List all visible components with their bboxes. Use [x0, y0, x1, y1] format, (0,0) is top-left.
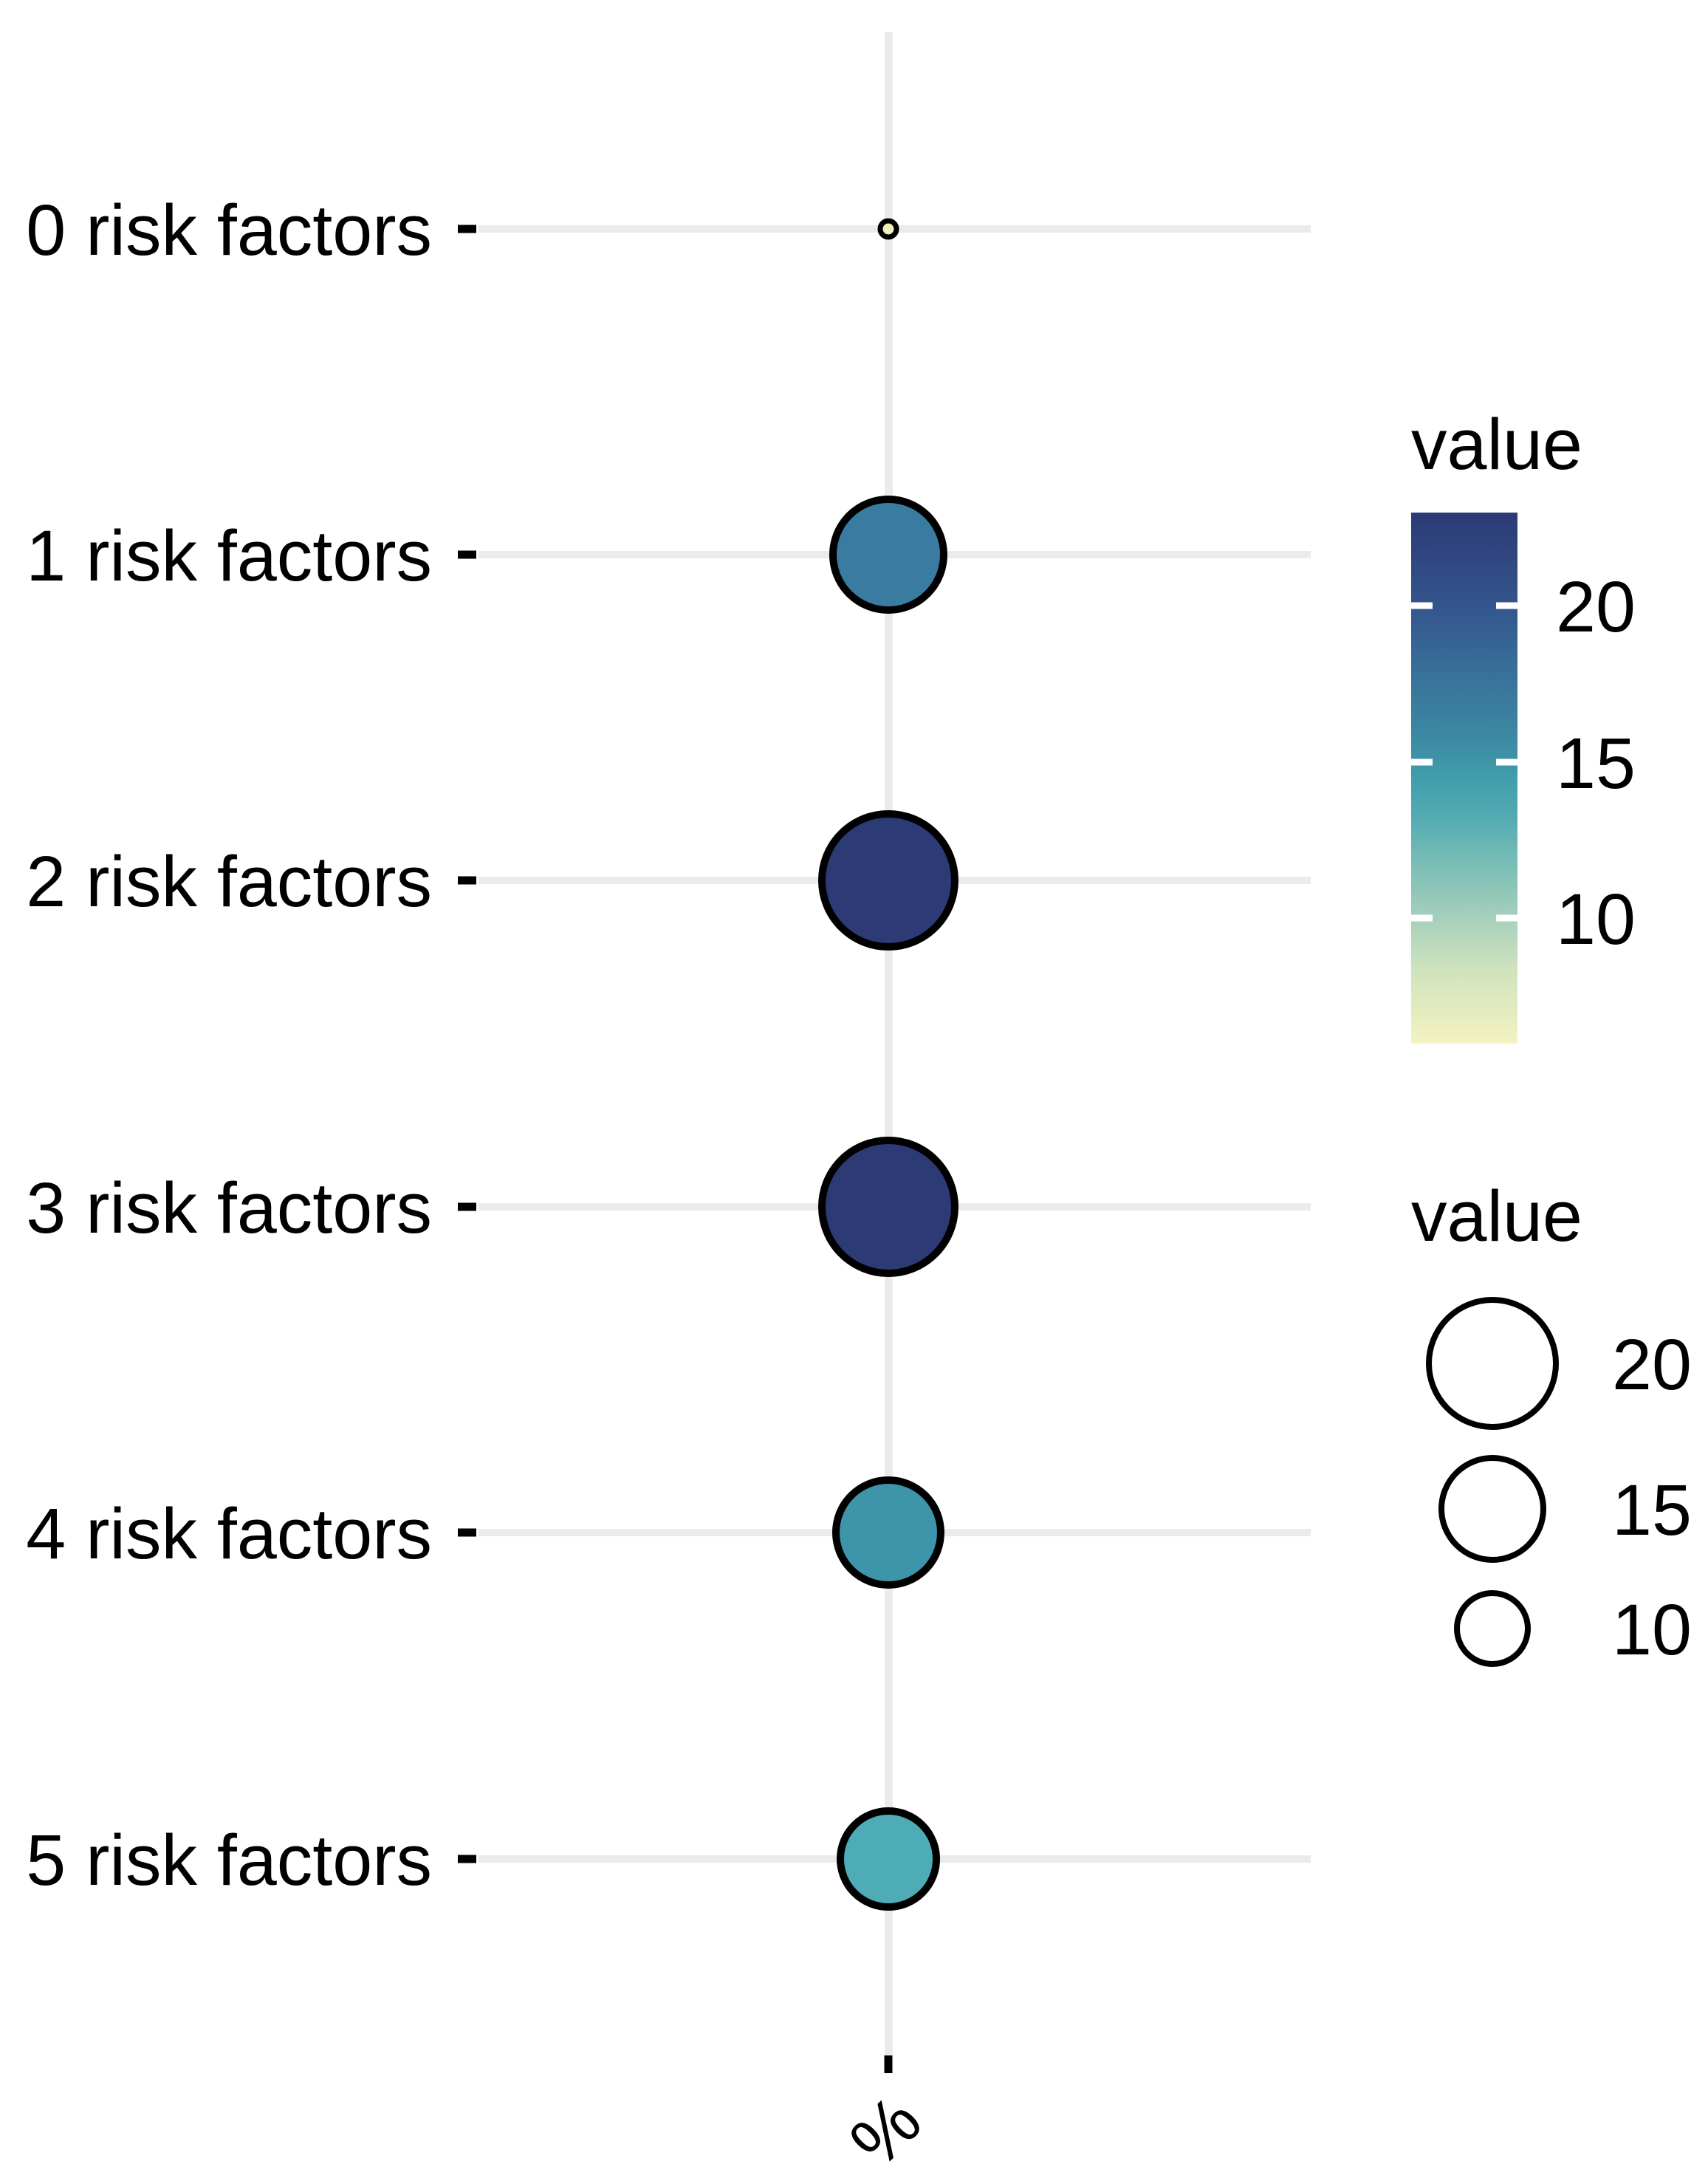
- color-legend-title: value: [1411, 404, 1582, 485]
- colorbar-tick-label: 15: [1556, 723, 1636, 804]
- y-axis-tick: [458, 876, 476, 885]
- data-point: [877, 218, 899, 240]
- colorbar: [1411, 513, 1517, 1044]
- y-axis-label: 1 risk factors: [26, 516, 432, 596]
- colorbar-tick-label: 20: [1556, 566, 1636, 647]
- y-axis-label: 4 risk factors: [26, 1493, 432, 1574]
- size-legend-key: [1426, 1297, 1559, 1430]
- size-legend-title: value: [1411, 1176, 1582, 1256]
- y-axis-tick: [458, 1202, 476, 1211]
- data-point: [818, 1137, 958, 1277]
- y-axis-tick: [458, 1855, 476, 1863]
- y-axis-label: 2 risk factors: [26, 841, 432, 922]
- y-axis-label: 5 risk factors: [26, 1820, 432, 1900]
- y-axis-tick: [458, 1528, 476, 1537]
- size-legend-label: 10: [1612, 1589, 1692, 1670]
- data-point: [818, 810, 958, 951]
- colorbar-tick-left: [1411, 759, 1433, 766]
- y-axis-tick: [458, 225, 476, 233]
- size-legend-key: [1438, 1455, 1546, 1563]
- colorbar-tick-right: [1496, 914, 1517, 922]
- colorbar-tick-label: 10: [1556, 879, 1636, 959]
- size-legend-key: [1454, 1590, 1531, 1667]
- data-point: [837, 1807, 940, 1911]
- colorbar-tick-left: [1411, 914, 1433, 922]
- y-axis-label: 3 risk factors: [26, 1168, 432, 1248]
- y-axis-tick: [458, 550, 476, 559]
- size-legend-label: 20: [1612, 1324, 1692, 1405]
- x-gridline: [885, 32, 893, 2055]
- colorbar-tick-left: [1411, 602, 1433, 609]
- x-axis-tick: [884, 2055, 893, 2073]
- y-axis-label: 0 risk factors: [26, 190, 432, 270]
- data-point: [832, 1476, 944, 1589]
- colorbar-tick-right: [1496, 759, 1517, 766]
- data-point: [829, 496, 947, 614]
- size-legend-label: 15: [1612, 1470, 1692, 1550]
- colorbar-tick-right: [1496, 602, 1517, 609]
